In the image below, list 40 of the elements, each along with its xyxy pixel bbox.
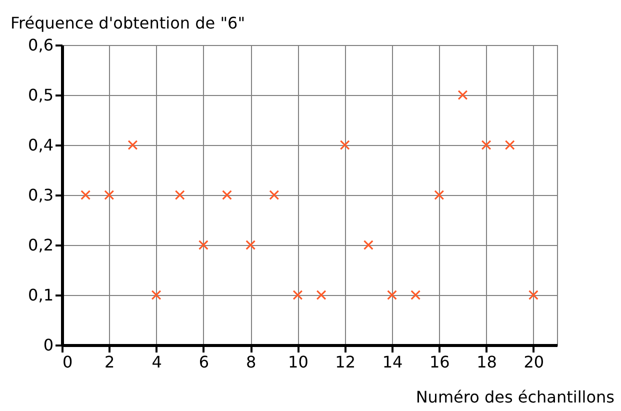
point bbox=[222, 190, 232, 200]
x-tick-label: 0 bbox=[62, 352, 73, 372]
point bbox=[504, 140, 515, 150]
x-axis-title: Numéro des échantillons bbox=[416, 388, 614, 406]
x-tick-label: 10 bbox=[288, 352, 308, 372]
point bbox=[481, 140, 492, 150]
point bbox=[151, 290, 162, 300]
x-tick-label: 12 bbox=[335, 352, 356, 372]
x-tick-label: 16 bbox=[429, 352, 450, 372]
point bbox=[528, 290, 538, 300]
x-tick-label: 4 bbox=[152, 352, 162, 372]
x-tick-label: 2 bbox=[104, 352, 115, 372]
x-tick-label: 20 bbox=[524, 352, 544, 372]
y-tick-label: 0,3 bbox=[28, 186, 54, 204]
x-tick-label: 14 bbox=[382, 352, 403, 372]
y-tick-label: 0,5 bbox=[28, 86, 54, 104]
point bbox=[174, 190, 185, 200]
point bbox=[80, 190, 91, 200]
y-tick-label: 0,6 bbox=[28, 36, 54, 54]
y-tick-label: 0,4 bbox=[28, 136, 54, 154]
point bbox=[363, 240, 374, 250]
x-tick-label: 8 bbox=[246, 352, 256, 372]
point bbox=[269, 190, 280, 200]
point bbox=[410, 290, 421, 300]
point bbox=[458, 90, 468, 100]
point bbox=[340, 140, 350, 150]
y-tick-label: 0,2 bbox=[28, 236, 54, 254]
x-tick-label: 6 bbox=[198, 352, 210, 372]
x-tick-label: 18 bbox=[476, 352, 497, 372]
y-tick-label: 0 bbox=[43, 336, 54, 354]
point bbox=[104, 190, 114, 200]
point bbox=[246, 240, 256, 250]
point bbox=[387, 290, 397, 300]
point bbox=[198, 240, 208, 250]
point bbox=[128, 140, 138, 150]
y-tick-label: 0,1 bbox=[28, 286, 54, 304]
point bbox=[292, 290, 303, 300]
y-axis-title: Fréquence d'obtention de "6" bbox=[10, 14, 246, 32]
point bbox=[434, 190, 444, 200]
point bbox=[316, 290, 326, 300]
